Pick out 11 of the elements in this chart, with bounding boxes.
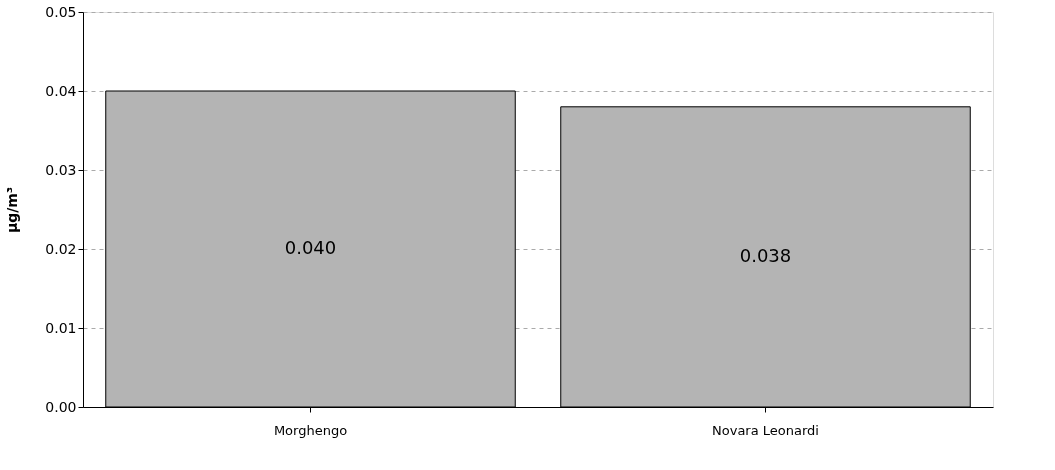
y-tick-label: 0.04 (45, 82, 77, 99)
y-axis-title: µg/m³ (4, 186, 21, 234)
x-tick-label: Morghengo (273, 422, 348, 438)
y-tick-label: 0.02 (45, 240, 77, 257)
y-tick-label: 0.03 (45, 161, 77, 178)
x-tick-label: Novara Leonardi (712, 422, 819, 438)
y-tick-label: 0.01 (45, 319, 77, 336)
y-tick-label: 0.00 (45, 398, 77, 415)
data-label: 0.038 (739, 244, 792, 266)
data-label: 0.040 (284, 237, 337, 258)
y-tick-label: 0.05 (45, 3, 77, 20)
